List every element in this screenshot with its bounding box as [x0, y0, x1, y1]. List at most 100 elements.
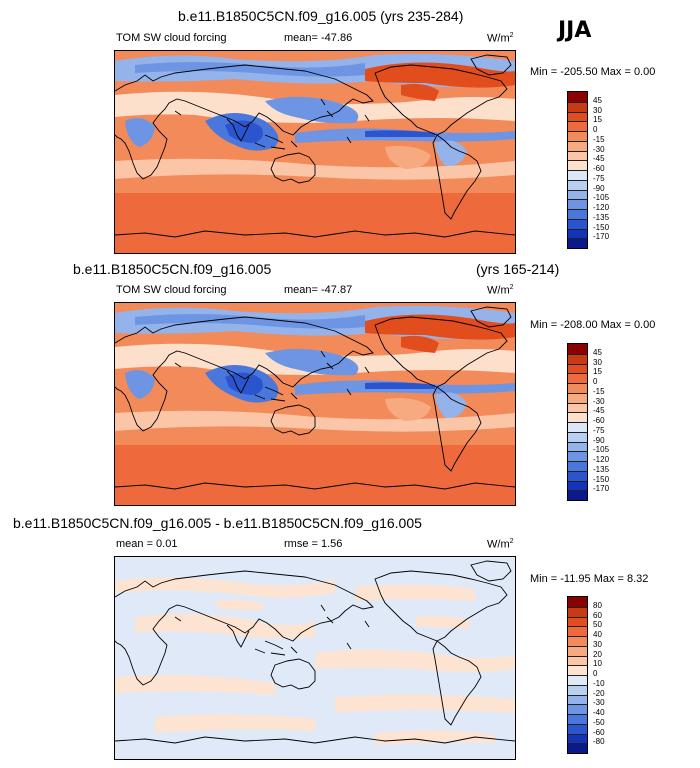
- world-map-contour-icon: [115, 51, 515, 253]
- panel3-mean: mean = 0.01: [116, 538, 178, 550]
- colorbar-swatch: [568, 441, 587, 452]
- panel1-minmax: Min = -205.50 Max = 0.00: [530, 66, 656, 78]
- panel2-title-right: (yrs 165-214): [476, 261, 560, 277]
- colorbar-tick-label: -40: [593, 708, 605, 717]
- panel2-title: b.e11.B1850C5CN.f09_g16.005: [73, 261, 272, 277]
- colorbar-swatch: [568, 645, 587, 656]
- colorbar-swatch: [568, 597, 587, 607]
- colorbar-swatch: [568, 636, 587, 646]
- colorbar-tick-label: 20: [593, 649, 602, 659]
- colorbar-swatch: [568, 694, 587, 705]
- colorbar-tick-label: 0: [593, 377, 598, 386]
- world-map-contour-icon: [115, 303, 515, 505]
- colorbar-tick-label: 30: [593, 357, 602, 367]
- colorbar-swatch: [568, 684, 587, 695]
- colorbar-swatch: [568, 402, 587, 413]
- colorbar-tick-label: -45: [593, 406, 605, 416]
- panel3-colorbar: [567, 596, 588, 754]
- colorbar-swatch: [568, 606, 587, 617]
- colorbar-tick-label: 30: [593, 639, 602, 649]
- colorbar-swatch: [568, 422, 587, 432]
- colorbar-tick-label: -60: [593, 164, 605, 173]
- colorbar-tick-label: -105: [593, 193, 610, 203]
- colorbar-tick-label: -20: [593, 688, 605, 698]
- colorbar-tick-label: -75: [593, 425, 605, 435]
- colorbar-tick-label: 15: [593, 115, 602, 125]
- colorbar-tick-label: 0: [593, 669, 598, 678]
- colorbar-swatch: [568, 101, 587, 112]
- colorbar-tick-label: -75: [593, 173, 605, 183]
- colorbar-swatch: [568, 218, 587, 229]
- colorbar-swatch: [568, 616, 587, 627]
- colorbar-tick-label: -15: [593, 386, 605, 396]
- colorbar-swatch: [568, 461, 587, 471]
- panel3-rmse: rmse = 1.56: [284, 538, 343, 550]
- colorbar-swatch: [568, 743, 587, 753]
- colorbar-tick-label: -10: [593, 678, 605, 688]
- season-label: JJA: [558, 18, 592, 43]
- panel3-map: [114, 556, 516, 760]
- colorbar-swatch: [568, 723, 587, 734]
- colorbar-tick-label: 15: [593, 367, 602, 377]
- colorbar-swatch: [568, 490, 587, 500]
- colorbar-swatch: [568, 238, 587, 248]
- colorbar-tick-label: -135: [593, 212, 610, 222]
- colorbar-tick-label: 30: [593, 105, 602, 115]
- panel1-map: [114, 50, 516, 254]
- colorbar-tick-label: -50: [593, 717, 605, 727]
- colorbar-tick-label: -170: [593, 484, 610, 494]
- colorbar-swatch: [568, 655, 587, 666]
- colorbar-swatch: [568, 675, 587, 685]
- panel2-units: W/m2: [487, 284, 514, 297]
- colorbar-swatch: [568, 431, 587, 442]
- colorbar-tick-label: 0: [593, 125, 598, 134]
- colorbar-swatch: [568, 92, 587, 102]
- colorbar-swatch: [568, 665, 587, 675]
- colorbar-swatch: [568, 344, 587, 354]
- colorbar-swatch: [568, 373, 587, 383]
- colorbar-swatch: [568, 121, 587, 131]
- colorbar-swatch: [568, 451, 587, 461]
- colorbar-tick-label: -45: [593, 154, 605, 164]
- colorbar-tick-label: -80: [593, 737, 605, 747]
- colorbar-tick-label: 60: [593, 610, 602, 620]
- colorbar-tick-label: -170: [593, 232, 610, 242]
- colorbar-swatch: [568, 363, 587, 374]
- colorbar-tick-label: 45: [593, 95, 602, 105]
- panel2-minmax: Min = -208.00 Max = 0.00: [530, 319, 656, 331]
- panel2-variable: TOM SW cloud forcing: [116, 284, 227, 296]
- panel1-variable: TOM SW cloud forcing: [116, 32, 227, 44]
- colorbar-swatch: [568, 392, 587, 403]
- colorbar-swatch: [568, 140, 587, 151]
- colorbar-swatch: [568, 160, 587, 170]
- colorbar-tick-label: -30: [593, 698, 605, 708]
- colorbar-swatch: [568, 170, 587, 180]
- colorbar-tick-label: -135: [593, 464, 610, 474]
- colorbar-swatch: [568, 131, 587, 141]
- colorbar-tick-label: -15: [593, 134, 605, 144]
- colorbar-tick-label: 45: [593, 347, 602, 357]
- panel3-units: W/m2: [487, 538, 514, 551]
- panel3-minmax: Min = -11.95 Max = 8.32: [530, 573, 649, 585]
- colorbar-tick-label: -60: [593, 727, 605, 737]
- colorbar-swatch: [568, 704, 587, 714]
- panel2-map: [114, 302, 516, 506]
- panel1-units: W/m2: [487, 32, 514, 45]
- colorbar-swatch: [568, 353, 587, 364]
- colorbar-tick-label: -150: [593, 474, 610, 484]
- colorbar-swatch: [568, 480, 587, 491]
- panel3-title: b.e11.B1850C5CN.f09_g16.005 - b.e11.B185…: [13, 515, 422, 531]
- colorbar-swatch: [568, 150, 587, 161]
- colorbar-swatch: [568, 199, 587, 209]
- colorbar-tick-label: 40: [593, 630, 602, 639]
- panel1-title: b.e11.B1850C5CN.f09_g16.005 (yrs 235-284…: [178, 8, 464, 24]
- colorbar-swatch: [568, 228, 587, 239]
- colorbar-swatch: [568, 412, 587, 422]
- colorbar-tick-label: -90: [593, 183, 605, 193]
- colorbar-tick-label: -30: [593, 144, 605, 154]
- colorbar-swatch: [568, 383, 587, 393]
- colorbar-swatch: [568, 733, 587, 744]
- colorbar-tick-label: 50: [593, 620, 602, 630]
- panel1-colorbar: [567, 91, 588, 249]
- colorbar-tick-label: -90: [593, 435, 605, 445]
